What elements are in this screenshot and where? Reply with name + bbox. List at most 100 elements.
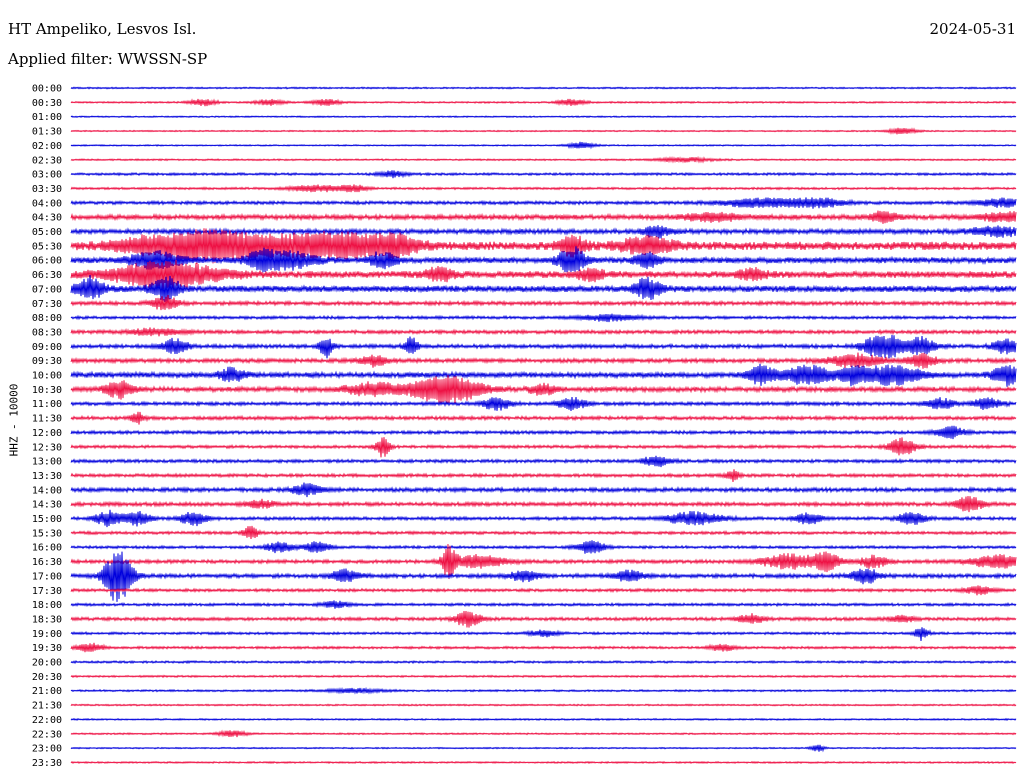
trace-line	[70, 115, 1017, 119]
row-time-label: 05:00	[32, 227, 62, 238]
row-time-label: 12:30	[32, 442, 62, 453]
trace-line	[70, 411, 1017, 425]
row-time-label: 20:00	[32, 658, 62, 669]
trace-line	[70, 525, 1017, 539]
trace-line	[70, 760, 1017, 765]
row-time-label: 05:30	[32, 241, 62, 252]
trace-line	[70, 610, 1017, 628]
trace-line	[70, 686, 1017, 695]
row-time-label: 00:30	[32, 98, 62, 109]
trace-line	[70, 313, 1017, 323]
row-time-label: 07:00	[32, 284, 62, 295]
row-time-label: 13:30	[32, 471, 62, 482]
row-time-label: 14:30	[32, 500, 62, 511]
row-time-label: 19:00	[32, 629, 62, 640]
trace-line	[70, 509, 1017, 528]
trace-line	[70, 659, 1017, 665]
trace-line	[70, 197, 1017, 209]
row-time-label: 03:00	[32, 170, 62, 181]
row-time-label: 06:30	[32, 270, 62, 281]
trace-line	[70, 551, 1017, 602]
trace-line	[70, 396, 1017, 411]
row-time-label: 10:30	[32, 385, 62, 396]
trace-line	[70, 627, 1017, 642]
row-time-label: 00:00	[32, 84, 62, 95]
row-time-label: 21:30	[32, 701, 62, 712]
filter-label: Applied filter: WWSSN-SP	[8, 50, 208, 68]
trace-line	[70, 482, 1017, 498]
trace-line	[70, 600, 1017, 609]
row-time-label: 17:00	[32, 571, 62, 582]
row-time-label: 13:00	[32, 457, 62, 468]
row-time-label: 22:30	[32, 729, 62, 740]
trace-line	[70, 585, 1017, 596]
trace-line	[70, 259, 1017, 289]
trace-line	[70, 246, 1017, 273]
trace-line	[70, 703, 1017, 707]
trace-line	[70, 717, 1017, 722]
row-time-label: 14:00	[32, 485, 62, 496]
trace-line	[70, 228, 1017, 264]
row-time-label: 21:00	[32, 686, 62, 697]
row-time-label: 11:30	[32, 414, 62, 425]
row-time-label: 03:30	[32, 184, 62, 195]
row-time-label: 12:00	[32, 428, 62, 439]
trace-line	[70, 495, 1017, 513]
trace-line	[70, 327, 1017, 337]
row-time-label: 15:30	[32, 528, 62, 539]
trace-line	[70, 141, 1017, 150]
row-time-label: 23:00	[32, 744, 62, 755]
row-time-label: 11:00	[32, 399, 62, 410]
trace-line	[70, 642, 1017, 653]
row-time-label: 09:00	[32, 342, 62, 353]
row-time-label: 23:30	[32, 758, 62, 769]
trace-line	[70, 210, 1017, 224]
trace-line	[70, 455, 1017, 468]
trace-line	[70, 425, 1017, 440]
trace-line	[70, 275, 1017, 303]
trace-line	[70, 225, 1017, 239]
row-time-label: 07:30	[32, 299, 62, 310]
row-time-label: 08:00	[32, 313, 62, 324]
trace-line	[70, 334, 1017, 359]
trace-line	[70, 352, 1017, 369]
row-time-label: 20:30	[32, 672, 62, 683]
trace-line	[70, 184, 1017, 193]
trace-line	[70, 729, 1017, 738]
row-time-label: 09:30	[32, 356, 62, 367]
row-time-label: 10:00	[32, 371, 62, 382]
trace-line	[70, 744, 1017, 753]
trace-line	[70, 469, 1017, 483]
trace-line	[70, 375, 1017, 404]
row-time-label: 16:00	[32, 543, 62, 554]
trace-line	[70, 674, 1017, 679]
trace-line	[70, 170, 1017, 179]
row-time-label: 19:30	[32, 643, 62, 654]
row-time-label: 18:00	[32, 600, 62, 611]
trace-line	[70, 155, 1017, 164]
row-time-label: 04:00	[32, 198, 62, 209]
trace-line	[70, 540, 1017, 554]
row-time-label: 06:00	[32, 256, 62, 267]
row-time-label: 02:30	[32, 155, 62, 166]
row-time-label: 17:30	[32, 586, 62, 597]
row-time-label: 22:00	[32, 715, 62, 726]
row-time-label: 02:00	[32, 141, 62, 152]
row-time-label: 04:30	[32, 213, 62, 224]
row-time-label: 18:30	[32, 614, 62, 625]
trace-line	[70, 295, 1017, 311]
row-time-label: 01:00	[32, 112, 62, 123]
row-time-label: 16:30	[32, 557, 62, 568]
row-time-label: 15:00	[32, 514, 62, 525]
trace-line	[70, 98, 1017, 107]
row-time-label: 08:30	[32, 327, 62, 338]
trace-line	[70, 127, 1017, 135]
row-time-label: 01:30	[32, 127, 62, 138]
trace-line	[70, 86, 1017, 90]
trace-line	[70, 437, 1017, 458]
date-label: 2024-05-31	[929, 20, 1016, 38]
trace-line	[70, 363, 1017, 387]
trace-line	[70, 544, 1017, 580]
station-title: HT Ampeliko, Lesvos Isl.	[8, 20, 197, 38]
